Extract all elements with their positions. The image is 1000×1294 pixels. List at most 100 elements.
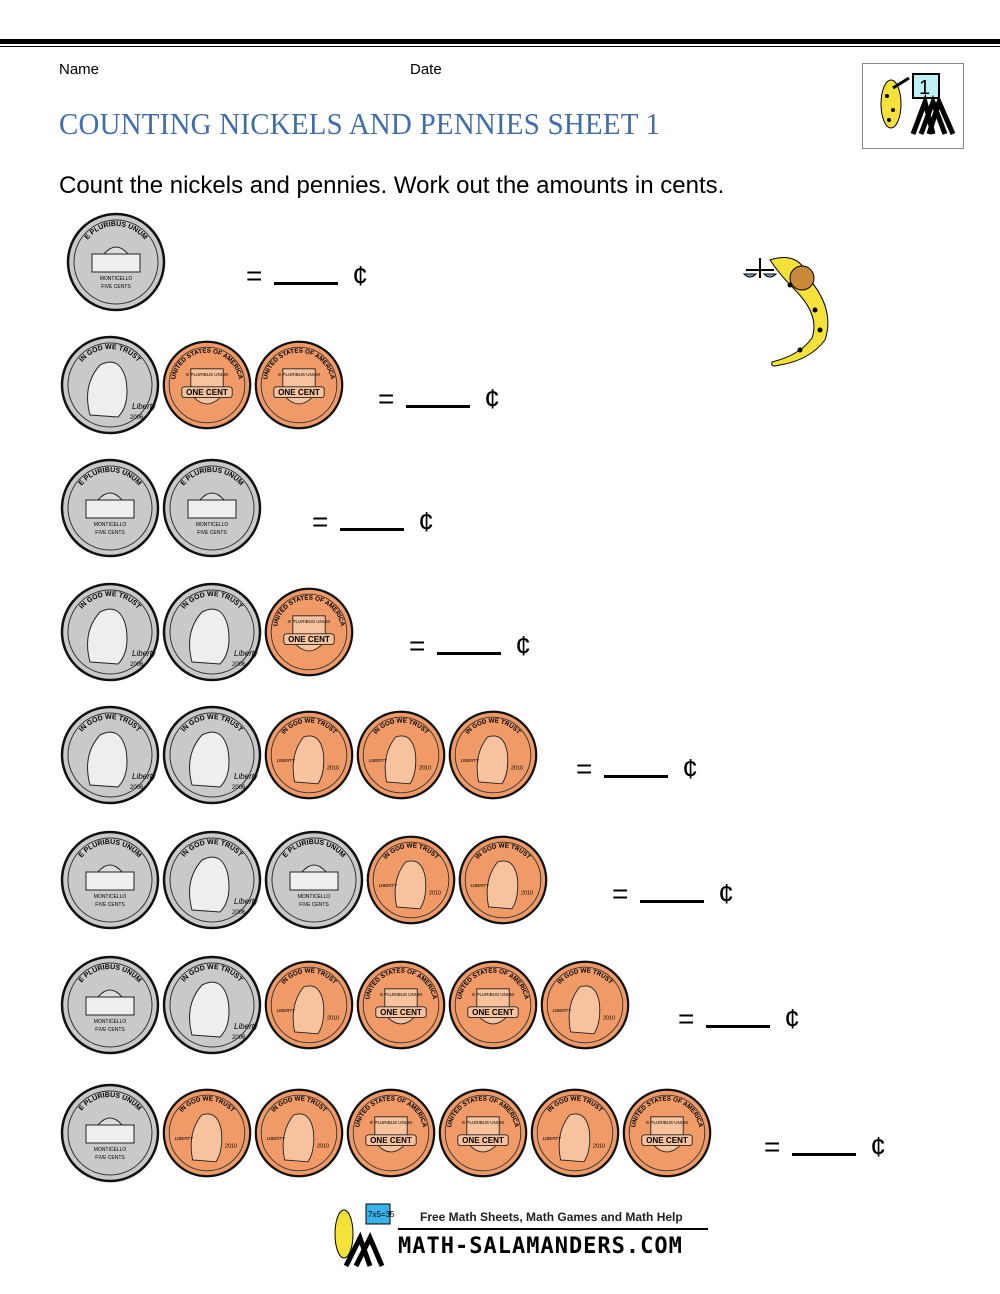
cent-sign: ¢	[515, 630, 531, 661]
svg-text:E PLURIBUS UNUM: E PLURIBUS UNUM	[646, 1120, 688, 1125]
penny-back-coin: UNITED STATES OF AMERICA E PLURIBUS UNUM…	[254, 340, 344, 430]
svg-text:LIBERTY: LIBERTY	[471, 883, 490, 888]
penny-back-coin: UNITED STATES OF AMERICA E PLURIBUS UNUM…	[356, 960, 446, 1050]
equals-sign: =	[612, 878, 629, 909]
svg-text:2006: 2006	[232, 910, 246, 916]
footer-rule	[398, 1228, 708, 1230]
penny-front-coin: IN GOD WE TRUST LIBERTY 2010	[264, 710, 354, 800]
penny-front-coin: IN GOD WE TRUST LIBERTY 2010	[530, 1088, 620, 1178]
nickel-front-coin: IN GOD WE TRUST Liberty 2006	[60, 705, 160, 805]
svg-text:MONTICELLO: MONTICELLO	[94, 894, 127, 900]
answer-field[interactable]: = ¢	[576, 753, 698, 785]
cent-sign: ¢	[784, 1003, 800, 1034]
svg-text:ONE CENT: ONE CENT	[370, 1136, 412, 1145]
answer-blank[interactable]	[437, 632, 502, 655]
top-rule-thin	[0, 46, 1000, 47]
svg-text:MONTICELLO: MONTICELLO	[100, 276, 133, 282]
answer-blank[interactable]	[406, 385, 471, 408]
svg-text:2006: 2006	[130, 785, 144, 791]
svg-text:2010: 2010	[317, 1143, 329, 1149]
answer-field[interactable]: = ¢	[612, 878, 734, 910]
svg-text:2006: 2006	[232, 662, 246, 668]
svg-text:2006: 2006	[130, 415, 144, 421]
answer-blank[interactable]	[792, 1133, 857, 1156]
equals-sign: =	[378, 383, 395, 414]
svg-text:2010: 2010	[225, 1143, 237, 1149]
svg-text:FIVE CENTS: FIVE CENTS	[95, 902, 125, 908]
penny-front-coin: IN GOD WE TRUST LIBERTY 2010	[162, 1088, 252, 1178]
answer-field[interactable]: = ¢	[764, 1131, 886, 1163]
svg-text:E PLURIBUS UNUM: E PLURIBUS UNUM	[472, 992, 514, 997]
nickel-back-coin: E PLURIBUS UNUM MONTICELLO FIVE CENTS	[60, 830, 160, 930]
nickel-front-coin: IN GOD WE TRUST Liberty 2006	[162, 582, 262, 682]
nickel-front-coin: IN GOD WE TRUST Liberty 2006	[60, 335, 160, 435]
equals-sign: =	[246, 260, 263, 291]
nickel-front-coin: IN GOD WE TRUST Liberty 2006	[162, 705, 262, 805]
answer-field[interactable]: = ¢	[378, 383, 500, 415]
penny-front-coin: IN GOD WE TRUST LIBERTY 2010	[540, 960, 630, 1050]
svg-text:2006: 2006	[130, 662, 144, 668]
svg-text:MONTICELLO: MONTICELLO	[298, 894, 331, 900]
nickel-back-coin: E PLURIBUS UNUM MONTICELLO FIVE CENTS	[60, 955, 160, 1055]
equals-sign: =	[678, 1003, 695, 1034]
penny-front-coin: IN GOD WE TRUST LIBERTY 2010	[366, 835, 456, 925]
svg-text:FIVE CENTS: FIVE CENTS	[101, 284, 131, 290]
answer-blank[interactable]	[604, 755, 669, 778]
salamander-easel-icon: 1	[880, 73, 956, 136]
footer-salamander-logo: 7x5=35	[334, 1203, 395, 1268]
svg-text:Liberty: Liberty	[132, 402, 157, 411]
svg-text:MONTICELLO: MONTICELLO	[196, 522, 229, 528]
cent-sign: ¢	[352, 260, 368, 291]
svg-text:1: 1	[919, 77, 930, 99]
svg-text:7x5=35: 7x5=35	[368, 1210, 395, 1219]
penny-back-coin: UNITED STATES OF AMERICA E PLURIBUS UNUM…	[162, 340, 252, 430]
penny-front-coin: IN GOD WE TRUST LIBERTY 2010	[448, 710, 538, 800]
answer-field[interactable]: = ¢	[312, 506, 434, 538]
svg-text:ONE CENT: ONE CENT	[278, 388, 320, 397]
nickel-front-coin: IN GOD WE TRUST Liberty 2006	[162, 830, 262, 930]
equals-sign: =	[312, 506, 329, 537]
svg-text:2010: 2010	[593, 1143, 605, 1149]
nickel-back-coin: E PLURIBUS UNUM MONTICELLO FIVE CENTS	[60, 458, 160, 558]
svg-text:MONTICELLO: MONTICELLO	[94, 522, 127, 528]
answer-blank[interactable]	[640, 880, 705, 903]
date-label: Date	[410, 61, 442, 78]
nickel-back-coin: E PLURIBUS UNUM MONTICELLO FIVE CENTS	[162, 458, 262, 558]
svg-text:2006: 2006	[232, 785, 246, 791]
sheet-logo: 1	[862, 63, 964, 149]
equals-sign: =	[409, 630, 426, 661]
footer-brand[interactable]: MATH-SALAMANDERS.COM	[398, 1234, 683, 1259]
svg-text:2010: 2010	[429, 890, 441, 896]
svg-text:Liberty: Liberty	[234, 649, 259, 658]
svg-text:LIBERTY: LIBERTY	[461, 758, 480, 763]
penny-front-coin: IN GOD WE TRUST LIBERTY 2010	[254, 1088, 344, 1178]
svg-text:FIVE CENTS: FIVE CENTS	[95, 530, 125, 536]
answer-blank[interactable]	[706, 1005, 771, 1028]
svg-text:LIBERTY: LIBERTY	[553, 1008, 572, 1013]
svg-text:2010: 2010	[603, 1015, 615, 1021]
svg-text:Liberty: Liberty	[234, 1022, 259, 1031]
svg-text:ONE CENT: ONE CENT	[380, 1008, 422, 1017]
answer-field[interactable]: = ¢	[409, 630, 531, 662]
name-label: Name	[59, 61, 100, 78]
svg-text:LIBERTY: LIBERTY	[277, 758, 296, 763]
answer-field[interactable]: = ¢	[678, 1003, 800, 1035]
svg-text:LIBERTY: LIBERTY	[379, 883, 398, 888]
answer-field[interactable]: = ¢	[246, 260, 368, 292]
svg-text:ONE CENT: ONE CENT	[288, 635, 330, 644]
svg-text:E PLURIBUS UNUM: E PLURIBUS UNUM	[278, 372, 320, 377]
salamander-with-scales-icon	[742, 257, 829, 367]
penny-back-coin: UNITED STATES OF AMERICA E PLURIBUS UNUM…	[622, 1088, 712, 1178]
svg-text:LIBERTY: LIBERTY	[277, 1008, 296, 1013]
penny-back-coin: UNITED STATES OF AMERICA E PLURIBUS UNUM…	[346, 1088, 436, 1178]
penny-front-coin: IN GOD WE TRUST LIBERTY 2010	[458, 835, 548, 925]
svg-text:Liberty: Liberty	[132, 772, 157, 781]
svg-text:Liberty: Liberty	[132, 649, 157, 658]
svg-text:E PLURIBUS UNUM: E PLURIBUS UNUM	[380, 992, 422, 997]
cent-sign: ¢	[718, 878, 734, 909]
svg-text:LIBERTY: LIBERTY	[175, 1136, 194, 1141]
answer-blank[interactable]	[274, 262, 339, 285]
cent-sign: ¢	[484, 383, 500, 414]
answer-blank[interactable]	[340, 508, 405, 531]
svg-text:Liberty: Liberty	[234, 772, 259, 781]
